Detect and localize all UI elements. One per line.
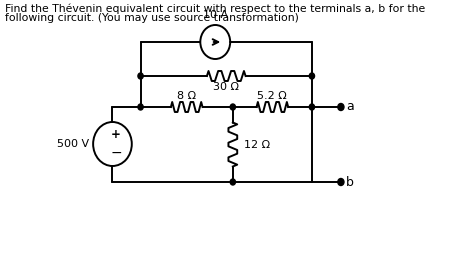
Text: −: − <box>110 146 122 160</box>
Text: Find the Thévenin equivalent circuit with respect to the terminals a, b for the: Find the Thévenin equivalent circuit wit… <box>5 3 426 13</box>
Text: b: b <box>346 176 354 188</box>
Circle shape <box>138 104 143 110</box>
Circle shape <box>338 179 344 185</box>
Circle shape <box>309 73 315 79</box>
Text: 5.2 Ω: 5.2 Ω <box>257 91 287 101</box>
Text: 30 Ω: 30 Ω <box>213 82 239 92</box>
Circle shape <box>309 104 315 110</box>
Text: 12 Ω: 12 Ω <box>244 139 270 150</box>
Text: 8 Ω: 8 Ω <box>177 91 196 101</box>
Circle shape <box>230 104 236 110</box>
Text: 10 A: 10 A <box>203 10 228 20</box>
Circle shape <box>138 73 143 79</box>
Circle shape <box>230 179 236 185</box>
Circle shape <box>338 103 344 110</box>
Text: following circuit. (You may use source transformation): following circuit. (You may use source t… <box>5 13 299 23</box>
Text: +: + <box>111 129 121 141</box>
Text: 500 V: 500 V <box>57 139 90 149</box>
Text: a: a <box>346 101 354 114</box>
